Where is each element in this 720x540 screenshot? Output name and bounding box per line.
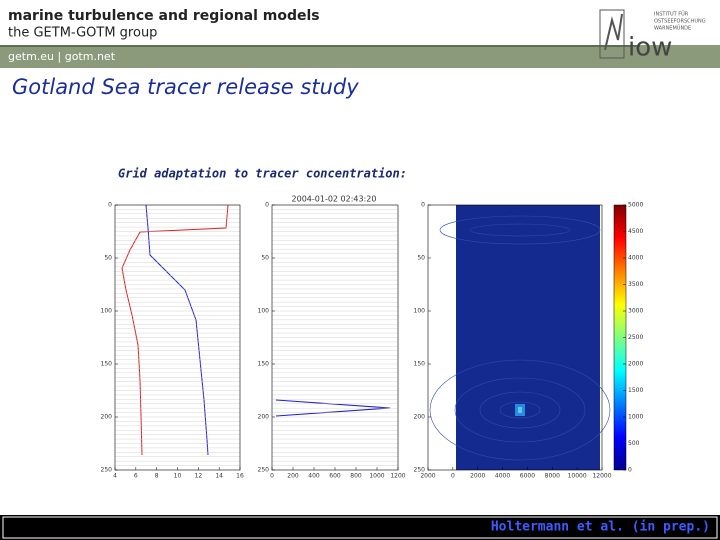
x-tick-label: 400 bbox=[308, 473, 320, 480]
y-tick-label: 150 bbox=[101, 361, 113, 368]
contours bbox=[429, 215, 611, 461]
logo-icon bbox=[604, 13, 623, 51]
logo-text: INSTITUT FÜR bbox=[654, 11, 689, 18]
logo-frame bbox=[599, 9, 625, 59]
y-tick-label: 0 bbox=[108, 202, 112, 209]
colorbar-tick-label: 2000 bbox=[628, 361, 643, 368]
x-tick-label: 2000 bbox=[470, 473, 485, 480]
header-line: the GETM-GOTM group bbox=[8, 26, 157, 41]
colorbar-tick-label: 500 bbox=[628, 440, 640, 447]
y-tick-label: 150 bbox=[258, 361, 270, 368]
y-tick-label: 250 bbox=[258, 467, 270, 474]
colorbar-tick-label: 0 bbox=[628, 467, 632, 474]
header-line: marine turbulence and regional models bbox=[8, 8, 320, 24]
x-tick-label: 4000 bbox=[495, 473, 510, 480]
field bbox=[456, 205, 600, 470]
x-tick-label: 12000 bbox=[592, 473, 611, 480]
y-tick-label: 0 bbox=[421, 202, 425, 209]
colorbar-tick-label: 3500 bbox=[628, 281, 643, 288]
colorbar-tick-label: 4500 bbox=[628, 228, 643, 235]
x-tick-label: 10000 bbox=[568, 473, 587, 480]
x-tick-label: 1200 bbox=[390, 473, 405, 480]
axes-frame bbox=[427, 204, 603, 471]
x-tick-label: 0 bbox=[451, 473, 455, 480]
x-tick-label: 2000 bbox=[420, 473, 435, 480]
y-tick-label: 100 bbox=[101, 308, 113, 315]
x-tick-label: 10 bbox=[174, 473, 182, 480]
footer-bar bbox=[0, 515, 720, 540]
y-tick-label: 250 bbox=[101, 467, 113, 474]
colorbar-tick-label: 3000 bbox=[628, 308, 643, 315]
y-tick-label: 100 bbox=[414, 308, 426, 315]
tracer-core bbox=[518, 407, 522, 413]
colorbar-tick-label: 2500 bbox=[628, 334, 643, 341]
logo-text: WARNEMÜNDE bbox=[654, 25, 691, 32]
temperature-profile bbox=[121, 204, 229, 456]
x-tick-label: 6000 bbox=[520, 473, 535, 480]
x-tick-label: 6 bbox=[134, 473, 138, 480]
y-tick-label: 200 bbox=[414, 414, 426, 421]
x-tick-label: 1000 bbox=[369, 473, 384, 480]
timestamp: 2004-01-02 02:43:20 bbox=[292, 195, 377, 204]
footer-frame bbox=[2, 516, 718, 539]
x-tick-label: 600 bbox=[329, 473, 341, 480]
logo-text: OSTSEEFORSCHUNG bbox=[654, 19, 706, 25]
y-tick-label: 150 bbox=[414, 361, 426, 368]
salinity-profile bbox=[145, 204, 209, 456]
header-rule bbox=[0, 45, 640, 47]
colorbar-tick-label: 4000 bbox=[628, 255, 643, 262]
x-tick-label: 14 bbox=[215, 473, 223, 480]
x-tick-label: 12 bbox=[195, 473, 203, 480]
caption: Grid adaptation to tracer concentration: bbox=[118, 167, 407, 181]
x-tick-label: 16 bbox=[236, 473, 244, 480]
y-tick-label: 200 bbox=[258, 414, 270, 421]
y-tick-label: 50 bbox=[261, 255, 269, 262]
y-tick-label: 100 bbox=[258, 308, 270, 315]
x-tick-label: 4 bbox=[113, 473, 117, 480]
logo: iow bbox=[628, 33, 672, 63]
header-links: getm.eu | gotm.net bbox=[8, 50, 116, 63]
x-tick-label: 8 bbox=[155, 473, 159, 480]
colorbar-tick-label: 5000 bbox=[628, 202, 643, 209]
y-tick-label: 50 bbox=[104, 255, 112, 262]
y-tick-label: 250 bbox=[414, 467, 426, 474]
y-tick-label: 200 bbox=[101, 414, 113, 421]
y-tick-label: 0 bbox=[265, 202, 269, 209]
y-tick-label: 50 bbox=[417, 255, 425, 262]
colorbar-tick-label: 1500 bbox=[628, 387, 643, 394]
x-tick-label: 0 bbox=[270, 473, 274, 480]
slide-title: Gotland Sea tracer release study bbox=[12, 75, 359, 99]
x-tick-label: 8000 bbox=[545, 473, 560, 480]
footer-citation: Holtermann et al. (in prep.) bbox=[491, 520, 710, 535]
x-tick-label: 200 bbox=[287, 473, 299, 480]
x-tick-label: 800 bbox=[350, 473, 362, 480]
header-bar bbox=[0, 45, 720, 68]
colorbar-tick-label: 1000 bbox=[628, 414, 643, 421]
